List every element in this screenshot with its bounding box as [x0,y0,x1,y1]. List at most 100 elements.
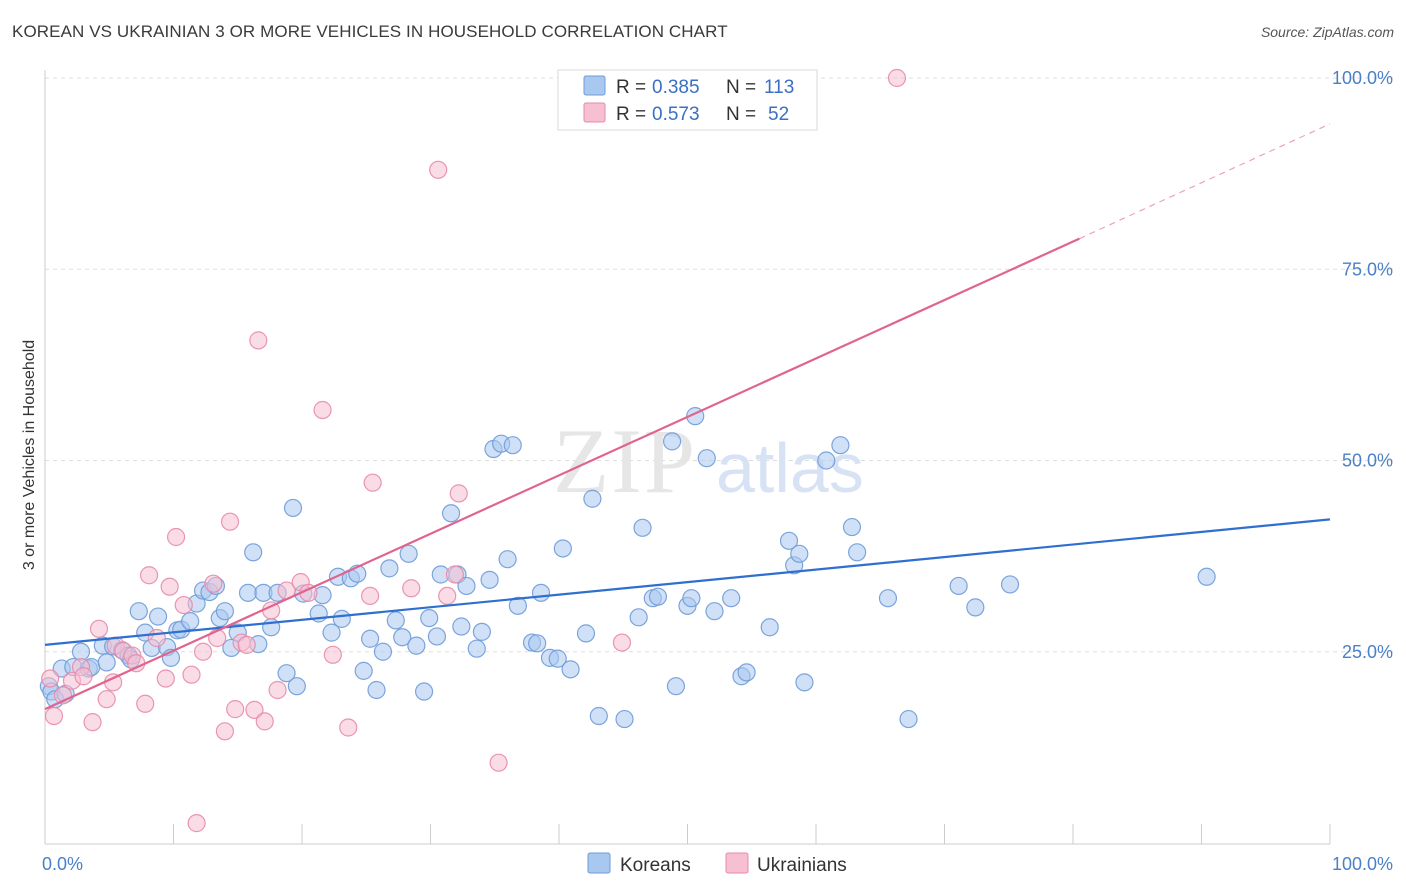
series-legend-koreans[interactable]: Koreans [587,852,691,876]
ukrainian-point [166,527,186,547]
y-axis-title: 3 or more Vehicles in Household [21,340,38,570]
ukrainian-point [182,665,201,684]
korean-point [722,589,741,608]
korean-point [244,543,263,562]
legend-swatch-ukrainians [583,102,606,123]
legend-r-value-ukrainians: 0.573 [652,104,700,125]
korean-point [386,611,405,630]
legend-n-label: N = [726,104,756,125]
korean-point [531,583,551,602]
korean-point [615,709,634,729]
correlation-legend: R = 0.385 N = 113 R = 0.573 N = 52 [557,69,818,131]
korean-point [399,544,418,563]
korean-point [949,576,968,596]
y-tick-label: 75.0% [1342,259,1393,279]
korean-point [407,636,426,655]
ukrainian-point [429,160,448,179]
legend-row-koreans: R = 0.385 N = 113 [583,75,794,98]
korean-point [380,559,399,578]
series-swatch-ukrainians [725,852,749,874]
ukrainian-point [255,712,274,731]
legend-row-ukrainians: R = 0.573 N = 52 [583,102,789,125]
korean-point [1000,575,1020,594]
korean-point [629,608,648,627]
ukrainian-point [887,68,907,88]
x-tick-label-min: 0.0% [42,854,83,874]
series-swatch-koreans [587,852,611,874]
korean-point [648,587,668,606]
korean-point [795,673,814,692]
korean-point [215,602,234,621]
ukrainian-point [160,577,179,596]
korean-point [508,596,527,615]
ukrainian-point [249,331,268,350]
korean-point [1197,567,1216,586]
korean-point [393,628,412,647]
ukrainian-point [83,713,102,732]
y-tick-label: 25.0% [1342,642,1393,662]
ukrainian-point [323,645,342,664]
series-label-koreans: Koreans [620,855,691,876]
korean-point [528,634,547,653]
series-label-ukrainians: Ukrainians [757,855,847,876]
korean-point [420,608,439,628]
korean-point [367,680,386,700]
korean-point [287,677,306,696]
data-points [39,68,1216,833]
korean-point [148,607,168,626]
korean-point [373,642,393,661]
ukrainian-point [89,619,109,638]
korean-point [322,623,341,642]
korean-point [472,622,491,641]
gridlines [45,77,1394,653]
korean-point [283,498,303,518]
ukrainian-point [220,512,240,531]
ukrainian-point [245,700,264,719]
korean-point [848,543,867,562]
ukrainian-point [402,579,421,598]
korean-point [503,436,522,455]
ukrainian-point [445,565,465,584]
korean-point [480,570,499,589]
korean-point [71,642,91,661]
korean-point [737,663,756,682]
korean-point [457,576,476,596]
korean-point [666,677,686,696]
ukrainian-trend-line [44,237,1080,711]
korean-point [238,583,258,602]
legend-n-value-ukrainians: 52 [768,104,789,125]
y-tick-label: 100.0% [1332,68,1393,88]
x-tick-label-max: 100.0% [1332,854,1393,874]
ukrainian-point [313,400,332,420]
ukrainian-point [363,473,382,492]
ukrainian-point [44,706,64,726]
korean-point [553,539,572,558]
korean-point [779,531,799,550]
korean-point [817,451,836,470]
korean-point [452,617,471,636]
ukrainian-trend-extension [1079,123,1331,240]
y-tick-label: 50.0% [1342,451,1393,471]
trend-lines [44,123,1331,711]
legend-n-label: N = [726,77,756,98]
ukrainian-point [361,586,380,606]
ukrainian-point [41,669,60,688]
ukrainian-point [612,633,632,652]
korean-point [589,706,608,726]
korean-point [277,664,296,683]
korean-point [583,489,602,508]
legend-r-label: R = [616,104,646,125]
korean-point [332,609,351,628]
series-legend-ukrainians[interactable]: Ukrainians [725,852,847,876]
korean-point [682,589,701,608]
ukrainian-point [74,667,93,686]
korean-point [831,436,850,455]
legend-r-label: R = [616,77,646,98]
watermark-zip: ZIP [553,410,697,512]
chart-title: KOREAN VS UKRAINIAN 3 OR MORE VEHICLES I… [12,22,728,41]
ukrainian-point [147,628,166,648]
korean-point [966,598,985,617]
ukrainian-point [268,680,287,700]
korean-point [662,432,682,451]
